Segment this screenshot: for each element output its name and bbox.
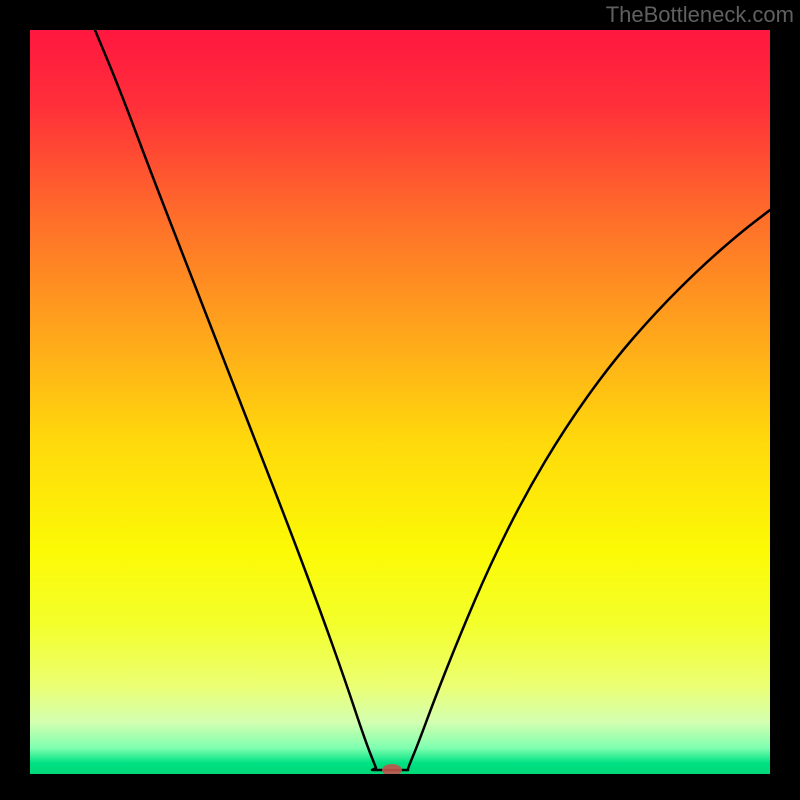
watermark-text: TheBottleneck.com [606, 2, 794, 28]
gradient-plot-area [30, 30, 770, 774]
bottleneck-chart [0, 0, 800, 800]
chart-container: { "watermark": { "text": "TheBottleneck.… [0, 0, 800, 800]
